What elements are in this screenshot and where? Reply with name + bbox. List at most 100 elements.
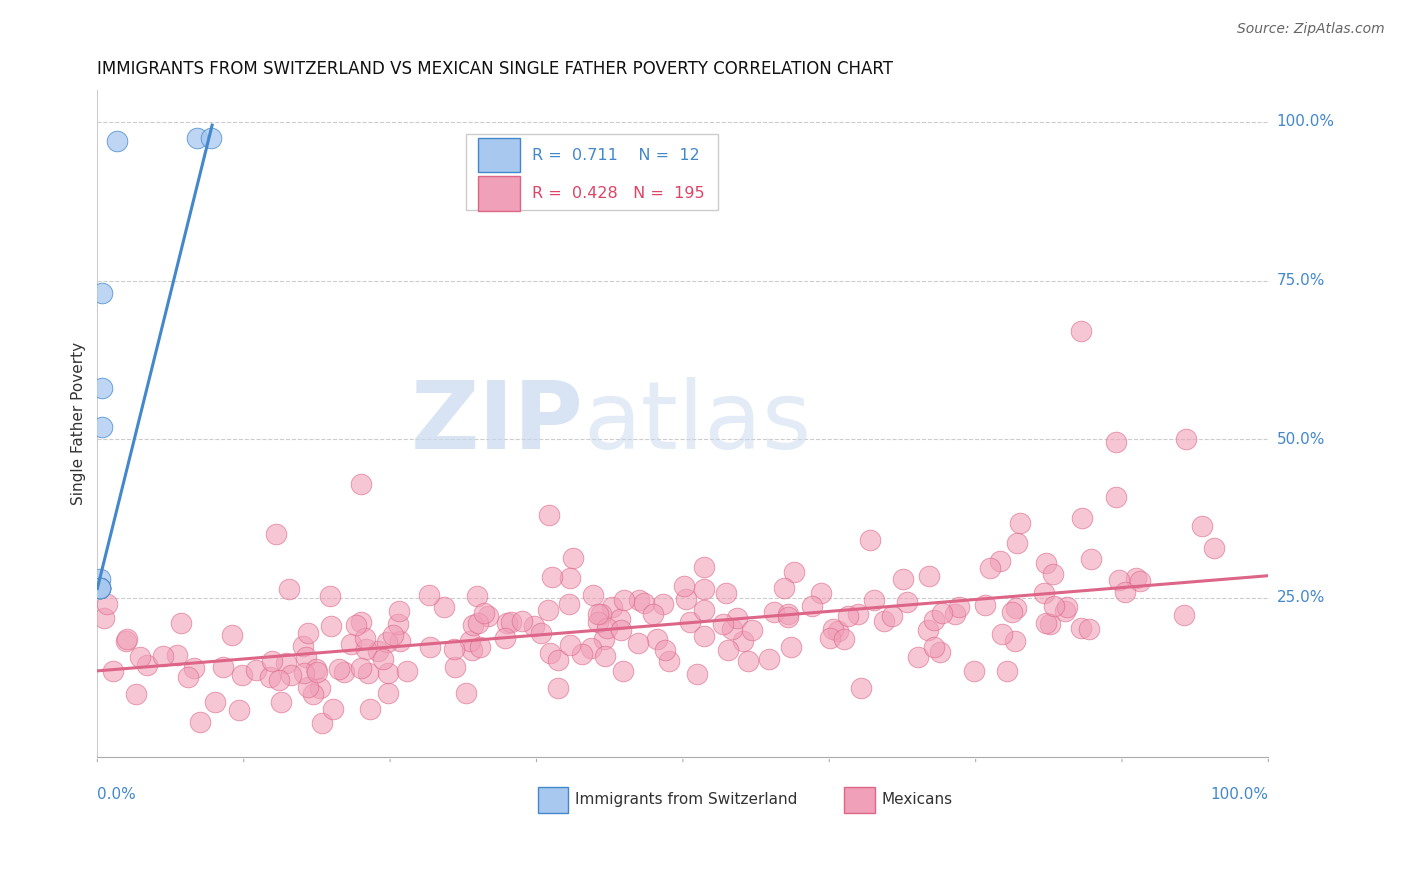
Point xyxy=(530,626,553,640)
Point xyxy=(277,582,299,597)
Point xyxy=(1202,541,1225,555)
Text: ZIP: ZIP xyxy=(411,377,583,469)
Point xyxy=(818,631,841,645)
Point xyxy=(322,702,344,716)
Text: R =  0.428   N =  195: R = 0.428 N = 195 xyxy=(531,186,704,201)
Point xyxy=(643,607,665,621)
Point xyxy=(510,614,533,628)
Point xyxy=(673,579,696,593)
Text: 75.0%: 75.0% xyxy=(1277,273,1324,288)
Point xyxy=(468,640,491,654)
Point xyxy=(547,681,569,695)
Point xyxy=(91,286,114,301)
Point xyxy=(467,615,489,630)
Point xyxy=(725,611,748,625)
Point xyxy=(929,645,952,659)
Point xyxy=(495,615,517,630)
Point xyxy=(269,673,291,687)
Point xyxy=(105,134,128,148)
Point xyxy=(609,612,631,626)
Point xyxy=(305,662,328,676)
Point xyxy=(1129,574,1152,589)
Point xyxy=(1043,599,1066,614)
Point xyxy=(693,582,716,596)
Point xyxy=(948,599,970,614)
Point xyxy=(693,560,716,574)
Point xyxy=(1004,634,1026,648)
Point xyxy=(91,382,114,396)
Text: Mexicans: Mexicans xyxy=(882,792,953,807)
Point xyxy=(93,611,115,625)
Point xyxy=(586,615,609,629)
Point xyxy=(645,632,668,646)
Point xyxy=(586,607,609,622)
FancyBboxPatch shape xyxy=(478,176,520,211)
Point xyxy=(1008,516,1031,530)
Point xyxy=(152,648,174,663)
Point xyxy=(979,561,1001,575)
Point xyxy=(896,595,918,609)
Point xyxy=(741,624,763,638)
Point xyxy=(717,643,740,657)
Point xyxy=(135,658,157,673)
Text: 25.0%: 25.0% xyxy=(1277,591,1324,606)
Point xyxy=(96,598,118,612)
Point xyxy=(538,646,561,660)
Point xyxy=(1125,571,1147,585)
Point xyxy=(280,668,302,682)
FancyBboxPatch shape xyxy=(845,787,875,813)
Point xyxy=(541,570,564,584)
Point xyxy=(129,650,152,665)
Point xyxy=(562,551,585,566)
Point xyxy=(292,639,315,653)
Point xyxy=(613,593,636,607)
Point xyxy=(1056,600,1078,615)
Point xyxy=(1108,573,1130,587)
Point xyxy=(472,606,495,620)
Point xyxy=(995,665,1018,679)
Point xyxy=(231,668,253,682)
Point xyxy=(190,715,212,730)
Point xyxy=(1070,325,1092,339)
Point xyxy=(714,586,737,600)
Point xyxy=(89,582,111,596)
Point xyxy=(377,665,399,680)
Point xyxy=(292,666,315,681)
Point xyxy=(221,628,243,642)
Point xyxy=(212,659,235,673)
Point xyxy=(907,650,929,665)
Point xyxy=(859,533,882,547)
Point xyxy=(388,605,411,619)
Point xyxy=(377,686,399,700)
Point xyxy=(1191,518,1213,533)
Point xyxy=(917,623,939,637)
Point xyxy=(319,618,342,632)
Text: IMMIGRANTS FROM SWITZERLAND VS MEXICAN SINGLE FATHER POVERTY CORRELATION CHART: IMMIGRANTS FROM SWITZERLAND VS MEXICAN S… xyxy=(97,60,893,78)
Point xyxy=(990,554,1012,568)
Point xyxy=(776,609,799,624)
Point xyxy=(924,640,946,654)
Point xyxy=(581,641,603,656)
Point xyxy=(443,641,465,656)
Point xyxy=(763,605,786,619)
Point xyxy=(772,581,794,595)
Point xyxy=(943,607,966,622)
Point xyxy=(228,702,250,716)
Point xyxy=(297,625,319,640)
Point xyxy=(297,681,319,695)
Point xyxy=(262,655,284,669)
Point xyxy=(200,131,222,145)
Point xyxy=(1054,604,1077,618)
FancyBboxPatch shape xyxy=(467,134,718,211)
Point xyxy=(658,654,681,668)
Point xyxy=(1071,510,1094,524)
Point xyxy=(461,617,484,632)
Point xyxy=(125,687,148,701)
Point xyxy=(177,670,200,684)
Point xyxy=(783,566,806,580)
Point xyxy=(721,622,744,636)
Point xyxy=(245,663,267,677)
Point xyxy=(627,592,650,607)
Point xyxy=(344,617,367,632)
Point xyxy=(1033,585,1056,599)
